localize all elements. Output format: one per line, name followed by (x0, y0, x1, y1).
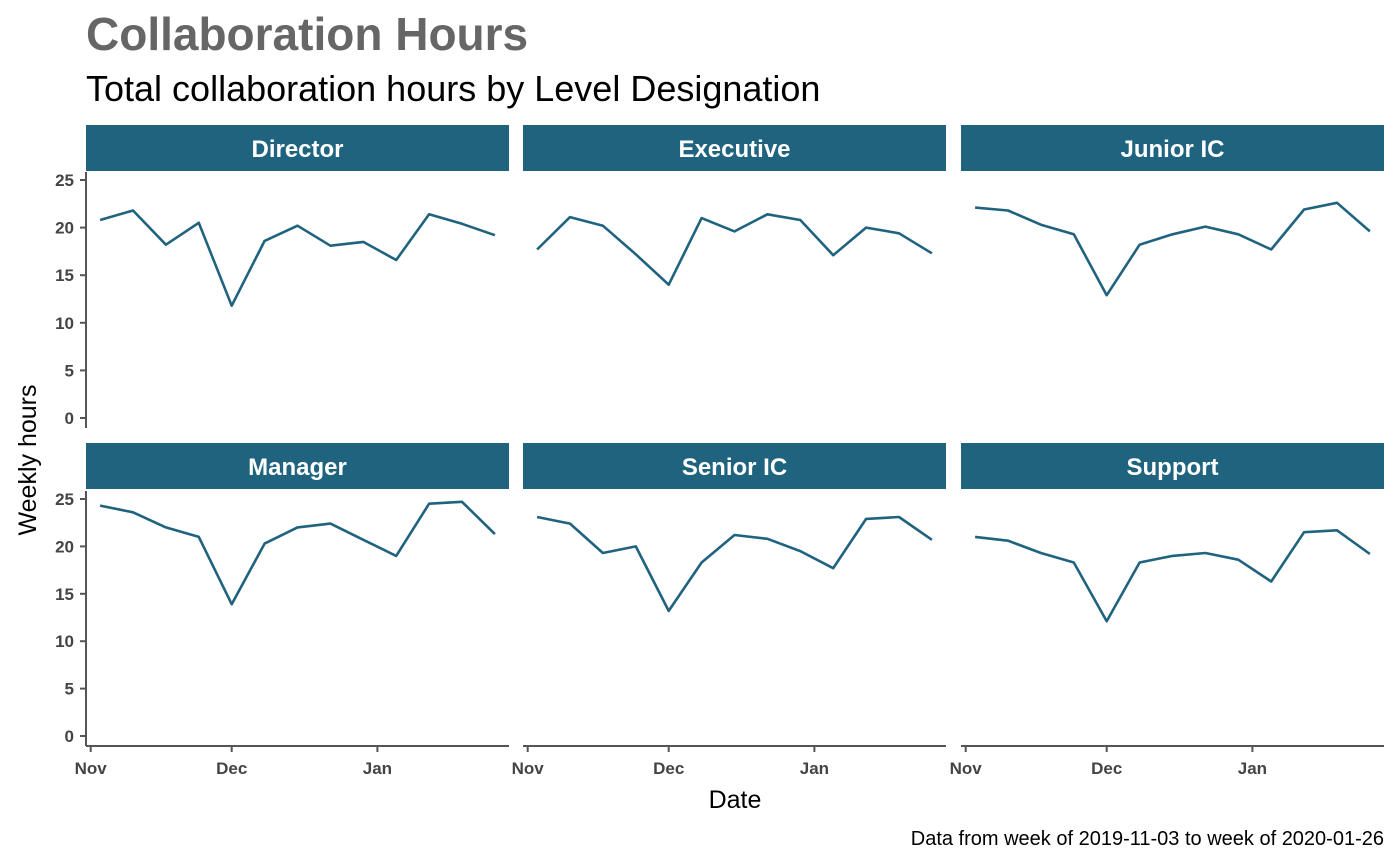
facet-junior-ic-series-line (974, 201, 1371, 297)
facet-director-y-tick-label: 5 (65, 361, 74, 380)
facet-manager-y-tick-label: 25 (55, 490, 74, 509)
facet-senior-ic-x-tick-label: Nov (512, 759, 545, 778)
facet-manager-y-tick-label: 10 (55, 632, 74, 651)
facet-manager-x-tick-label: Jan (363, 759, 392, 778)
facet-junior-ic-panel: Junior IC (961, 125, 1384, 297)
facet-director-y-tick-label: 25 (55, 171, 74, 190)
facet-manager-y-tick-label: 15 (55, 585, 74, 604)
facet-manager-series-line (99, 500, 496, 606)
facet-executive-series-line (536, 213, 933, 287)
facet-senior-ic-strip (523, 443, 946, 489)
chart-subtitle: Total collaboration hours by Level Desig… (86, 68, 820, 109)
facet-support-strip-label: Support (1127, 454, 1219, 481)
facet-senior-ic-x-tick-label: Dec (653, 759, 684, 778)
facet-manager-strip-label: Manager (248, 454, 347, 481)
facet-director-y-tick-label: 0 (65, 409, 74, 428)
facet-support-panel: Support Nov Dec Jan (950, 443, 1384, 778)
facet-director-strip-label: Director (251, 136, 343, 163)
facet-senior-ic-strip-label: Senior IC (682, 454, 787, 481)
facet-senior-ic-x-tick-label: Jan (800, 759, 829, 778)
facet-support-x-tick-label: Dec (1091, 759, 1122, 778)
facet-executive-strip-label: Executive (678, 136, 790, 163)
facet-junior-ic-strip (961, 125, 1384, 171)
chart-title: Collaboration Hours (86, 8, 528, 60)
facet-director-strip (86, 125, 509, 171)
facet-executive-strip (523, 125, 946, 171)
facet-director-y-tick-label: 20 (55, 219, 74, 238)
facet-senior-ic-panel: Senior IC Nov Dec Jan (512, 443, 946, 778)
facet-manager-x-tick-label: Nov (75, 759, 108, 778)
facet-panels: Director 0 5 10 15 20 25 Executive Junior IC Mana… (55, 125, 1384, 778)
facet-support-x-tick-label: Nov (950, 759, 983, 778)
facet-director-series-line (99, 209, 496, 308)
facet-senior-ic-series-line (536, 515, 933, 613)
chart-caption: Data from week of 2019-11-03 to week of … (911, 828, 1384, 850)
facet-manager-y-tick-label: 0 (65, 727, 74, 746)
facet-manager-panel: Manager 0 5 10 15 20 25 Nov Dec Jan (55, 443, 509, 778)
facet-manager-x-tick-label: Dec (216, 759, 247, 778)
facet-support-series-line (974, 528, 1371, 623)
facet-executive-panel: Executive (523, 125, 946, 287)
facet-manager-y-tick-label: 20 (55, 537, 74, 556)
facet-director-y-tick-label: 10 (55, 314, 74, 333)
facet-director-y-tick-label: 15 (55, 266, 74, 285)
facet-junior-ic-strip-label: Junior IC (1120, 136, 1224, 163)
facet-director-panel: Director 0 5 10 15 20 25 (55, 125, 509, 428)
facet-support-strip (961, 443, 1384, 489)
y-axis-title: Weekly hours (14, 385, 42, 536)
facet-manager-y-tick-label: 5 (65, 680, 74, 699)
facet-manager-strip (86, 443, 509, 489)
facet-support-x-tick-label: Jan (1238, 759, 1267, 778)
x-axis-title: Date (709, 786, 762, 814)
